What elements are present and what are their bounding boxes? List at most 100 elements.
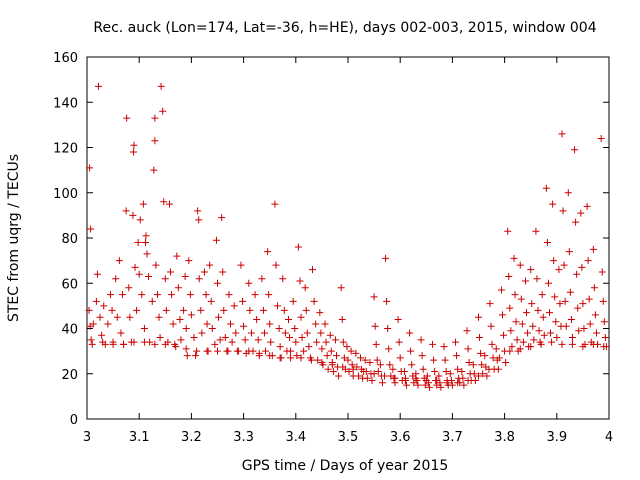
data-point [345,367,353,375]
data-point [523,309,531,317]
x-tick-label: 3.3 [233,430,254,445]
data-point [437,383,445,391]
data-point [370,293,378,301]
data-point [475,372,482,380]
y-tick-label: 140 [53,96,78,111]
data-point [153,291,161,299]
data-point [253,315,261,323]
data-point [540,331,548,339]
data-point [165,200,173,208]
data-point [174,284,182,292]
data-point [565,248,573,256]
data-point [537,340,545,348]
data-point [580,325,588,332]
data-point [453,352,461,360]
data-point [274,302,282,310]
data-point [151,114,159,122]
data-point [527,266,535,274]
data-point [383,297,391,305]
y-tick-label: 160 [53,51,78,66]
data-point [464,345,472,353]
data-point [333,352,341,360]
data-point [530,336,538,344]
data-point [161,340,169,348]
data-point [516,261,524,269]
data-point [89,320,97,328]
data-point [492,345,500,353]
y-tick-label: 40 [61,323,78,338]
data-point [140,325,148,332]
data-point [96,313,104,321]
data-point [508,343,516,351]
data-point [230,302,238,310]
data-point [524,329,532,337]
data-point [408,361,416,369]
data-point [527,343,535,351]
data-point [577,209,585,217]
data-point [448,381,456,389]
data-point [272,261,280,269]
data-point [548,338,556,346]
data-point [117,329,125,337]
data-point [547,329,555,337]
data-point [100,302,108,310]
data-point [185,257,193,265]
data-point [497,286,505,294]
data-point [485,365,493,373]
data-point [298,334,306,342]
data-point [370,370,378,378]
data-point [505,272,513,280]
data-point [197,306,205,314]
data-point [583,202,591,210]
data-point [156,334,164,342]
data-point [302,306,310,314]
data-point [479,370,487,378]
data-point [182,325,190,332]
data-point [183,352,191,360]
data-point [543,239,551,247]
data-point [381,372,389,380]
data-point [203,347,211,355]
chart-title: Rec. auck (Lon=174, Lat=-36, h=HE), days… [93,20,596,36]
data-point [214,279,221,287]
data-point [419,365,427,373]
data-point [139,200,147,208]
data-point [186,291,194,299]
data-point [85,306,93,314]
data-point [324,365,332,373]
data-point [494,365,502,373]
data-point [220,306,228,314]
data-point [443,379,451,387]
data-point [126,313,134,321]
data-point [592,329,600,337]
data-point [584,257,592,265]
data-point [289,297,297,305]
y-tick-label: 60 [61,277,78,292]
data-point [169,320,177,328]
data-point [292,338,300,346]
data-point [567,315,575,323]
x-tick-label: 3.7 [442,430,463,445]
data-point [401,374,409,382]
data-point [193,347,201,355]
data-point [92,297,100,305]
data-point [130,338,138,346]
data-point [360,367,368,375]
data-point [251,291,259,299]
data-point [483,372,491,380]
data-point [463,327,471,335]
data-point [521,277,529,285]
data-point [357,354,365,362]
data-point [301,284,309,292]
data-point [161,275,169,283]
data-point [198,329,206,337]
data-point [148,297,156,305]
data-point [141,239,149,247]
data-point [109,340,117,348]
data-point [260,329,268,337]
data-point [475,313,482,321]
data-points [85,82,610,391]
data-point [216,336,224,344]
data-point [172,343,180,351]
data-point [245,279,253,287]
